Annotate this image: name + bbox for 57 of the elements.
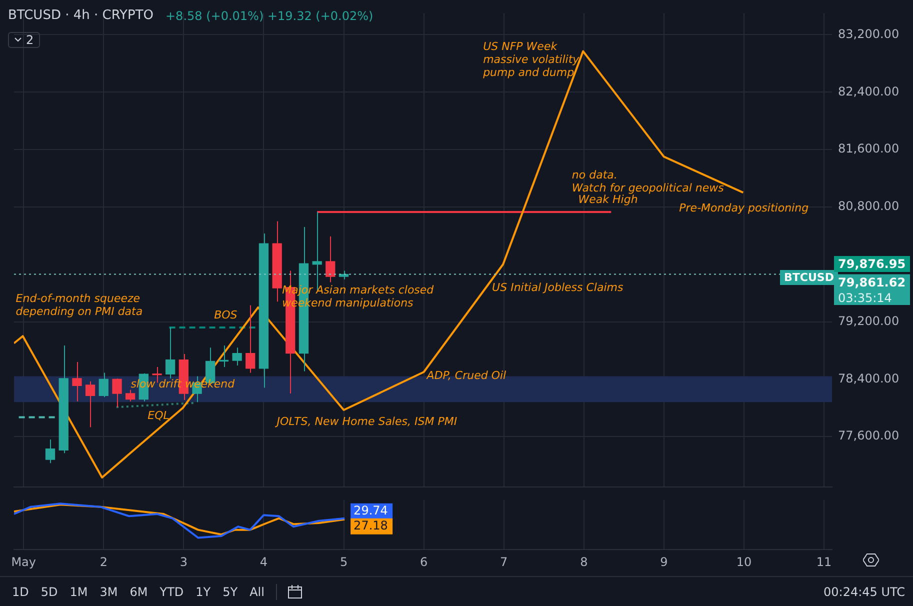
- ref-line-label: 79,861.62: [838, 275, 906, 290]
- annotation: 2: [26, 33, 34, 47]
- text: 03:35:14: [834, 291, 910, 305]
- x-tick-label: 6: [420, 554, 428, 569]
- x-tick-label: 10: [736, 554, 752, 569]
- y-tick-label: 82,400.00: [838, 84, 900, 98]
- x-tick-label: 2: [100, 554, 108, 569]
- candlestick: [326, 236, 336, 283]
- text: All: [250, 584, 264, 598]
- x-tick-label: 5: [340, 554, 348, 569]
- candlestick: [165, 327, 176, 379]
- y-tick-label: 77,600.00: [838, 428, 900, 443]
- annotation: Weak High: [578, 192, 638, 206]
- data-label: 29.74: [354, 504, 388, 518]
- annotation: End-of-month squeeze depending on PMI data: [16, 292, 143, 318]
- y-tick-label: 78,400.00: [838, 371, 900, 386]
- candlestick: [246, 304, 256, 374]
- text: 1D: [12, 584, 29, 598]
- x-tick-label: 9: [660, 554, 668, 569]
- annotation: US NFP Week massive volatility pump and dump: [482, 40, 580, 80]
- x-tick-label: May: [11, 554, 36, 569]
- candlestick: [232, 347, 242, 366]
- candlestick: [72, 361, 82, 402]
- candlestick: [112, 378, 122, 408]
- x-tick-label: 4: [260, 554, 268, 569]
- y-tick-label: 80,800.00: [838, 199, 900, 214]
- annotation: JOLTS, New Home Sales, ISM PMI: [274, 414, 458, 428]
- annotation: US Initial Jobless Claims: [492, 281, 624, 294]
- annotation: no data. Watch for geopolitical news: [572, 168, 724, 195]
- annotation: BTCUSD: [780, 270, 838, 285]
- candlestick: [85, 380, 96, 428]
- text: 00:24:45 UTC: [824, 584, 905, 598]
- text: YTD: [160, 584, 184, 598]
- annotation: EQL: [148, 408, 170, 422]
- text: 3M: [100, 584, 118, 598]
- annotation: Pre-Monday positioning: [679, 201, 809, 214]
- y-tick-label: 83,200.00: [838, 26, 900, 41]
- annotation: BOS: [214, 308, 238, 322]
- candlestick: [125, 389, 136, 402]
- x-tick-label: 3: [180, 554, 188, 569]
- text: 1M: [70, 584, 88, 598]
- x-tick-label: 11: [816, 554, 832, 569]
- text: 79,876.95: [834, 256, 910, 272]
- candlestick: [98, 372, 108, 398]
- text: 5D: [40, 584, 58, 598]
- y-tick-label: 81,600.00: [838, 142, 900, 156]
- text: 6M: [130, 584, 148, 598]
- text: 1Y: [196, 584, 211, 598]
- y-tick-label: 79,200.00: [838, 314, 900, 328]
- x-tick-label: 7: [500, 554, 508, 569]
- x-tick-label: 8: [580, 554, 588, 569]
- chart-subtitle: +8.58 (+0.01%) +19.32 (+0.02%): [166, 8, 374, 22]
- text: 5Y: [222, 584, 238, 598]
- chart-title: BTCUSD · 4h · CRYPTO: [8, 8, 154, 23]
- data-label: 27.18: [354, 518, 388, 532]
- candlestick: [45, 438, 56, 464]
- annotation: ADP, Crued Oil: [426, 368, 506, 382]
